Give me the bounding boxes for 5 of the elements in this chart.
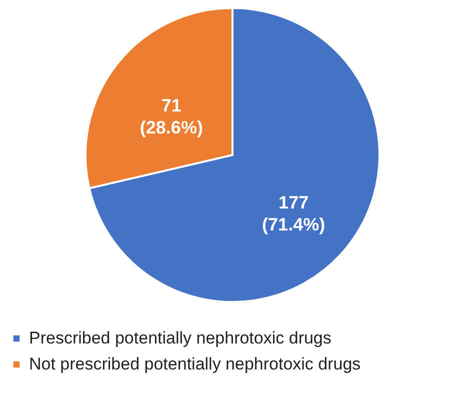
legend-label: Prescribed potentially nephrotoxic drugs bbox=[29, 328, 332, 348]
pie-slice bbox=[88, 7, 380, 303]
data-label: 71 (28.6%) bbox=[140, 95, 203, 138]
data-label: 177 (71.4%) bbox=[262, 192, 326, 235]
legend-label: Not prescribed potentially nephrotoxic drugs bbox=[29, 354, 361, 374]
